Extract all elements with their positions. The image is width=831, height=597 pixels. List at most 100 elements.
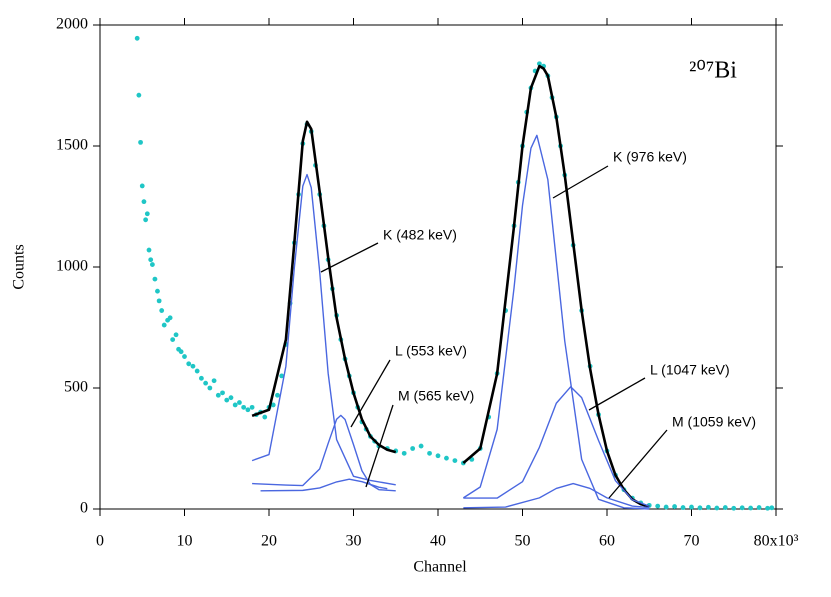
component-fit-line (463, 482, 650, 509)
data-point (769, 505, 775, 511)
data-point (663, 504, 669, 510)
annotation-label: M (1059 keV) (672, 414, 756, 430)
data-point (211, 378, 217, 384)
data-point (655, 503, 661, 509)
data-point (714, 505, 720, 511)
data-point (245, 407, 251, 413)
data-point (224, 397, 230, 403)
chart-title: ²⁰⁷Bi (689, 58, 737, 84)
x-tick-label: 0 (96, 533, 104, 550)
data-point (739, 505, 745, 511)
annotation-leader (588, 377, 646, 411)
data-point (220, 390, 225, 396)
data-point (178, 349, 184, 355)
data-point (249, 404, 255, 410)
data-point (680, 505, 686, 510)
annotation-label: K (482 keV) (383, 227, 457, 243)
data-point (672, 504, 677, 509)
data-point (194, 368, 200, 374)
x-axis-label: Channel (413, 559, 467, 576)
data-point (138, 139, 143, 145)
annotation-label: K (976 keV) (613, 149, 687, 165)
data-point (241, 404, 247, 410)
annotation-label: L (1047 keV) (650, 362, 730, 378)
data-point (279, 373, 285, 379)
data-point (139, 183, 145, 189)
component-fit-line (251, 173, 396, 486)
component-fit-line (463, 386, 650, 507)
data-point (689, 504, 694, 510)
data-point (765, 505, 770, 511)
x-tick-label: 60 (599, 533, 615, 550)
data-point (155, 288, 160, 294)
data-point (731, 505, 737, 511)
data-point (203, 380, 209, 386)
data-point (199, 375, 204, 381)
annotation-leader (608, 429, 668, 499)
data-point (146, 247, 152, 253)
annotation-label: M (565 keV) (398, 388, 474, 404)
y-tick-label: 1500 (56, 137, 88, 154)
data-point (170, 337, 176, 342)
y-tick-label: 0 (80, 500, 88, 517)
data-point (149, 262, 155, 267)
component-fit-line (260, 478, 388, 492)
annotation-label: L (553 keV) (395, 343, 467, 359)
data-point (207, 385, 213, 391)
data-point (275, 392, 280, 398)
data-point (452, 458, 458, 463)
data-point (161, 322, 167, 328)
data-point (232, 402, 238, 408)
data-point (435, 453, 441, 459)
y-tick-label: 500 (64, 379, 88, 396)
data-point (262, 414, 268, 420)
data-point (159, 308, 165, 313)
data-point (215, 392, 221, 398)
data-point (401, 450, 407, 456)
x-tick-label: 10 (177, 533, 193, 550)
data-point (167, 315, 173, 321)
data-point (190, 363, 196, 369)
data-point (756, 505, 762, 510)
x-tick-label: 50 (515, 533, 531, 550)
data-point (270, 402, 276, 408)
data-point (156, 298, 162, 304)
data-point (134, 35, 140, 41)
data-point (228, 395, 234, 401)
annotation-leader (320, 242, 379, 273)
y-tick-label: 1000 (56, 258, 88, 275)
annotation-leader (350, 359, 391, 428)
data-point (144, 211, 150, 217)
data-point (148, 257, 154, 263)
y-axis-label: Counts (11, 244, 28, 289)
component-fit-line (462, 134, 650, 510)
x-tick-label: 70 (684, 533, 700, 550)
data-point (697, 505, 703, 511)
x-tick-label: 80x10³ (754, 533, 799, 550)
annotation-leader (552, 165, 609, 199)
total-fit-line (251, 64, 650, 508)
data-point (418, 443, 424, 449)
y-tick-label: 2000 (56, 16, 88, 33)
data-point (152, 276, 158, 282)
data-point (143, 217, 149, 223)
plot-frame (99, 24, 777, 510)
data-point (444, 455, 449, 461)
data-point (706, 504, 711, 510)
data-point (186, 361, 192, 367)
data-point (182, 354, 187, 359)
x-tick-label: 20 (261, 533, 277, 550)
data-point (141, 199, 147, 205)
data-point (173, 332, 179, 338)
data-point (136, 92, 142, 98)
data-point (537, 61, 542, 67)
x-tick-label: 40 (430, 533, 446, 550)
annotation-leader (365, 404, 394, 488)
data-point (427, 450, 432, 456)
data-point (722, 505, 728, 510)
x-tick-label: 30 (346, 533, 362, 550)
data-point (410, 446, 416, 451)
data-point (748, 505, 754, 511)
data-point (237, 400, 242, 405)
